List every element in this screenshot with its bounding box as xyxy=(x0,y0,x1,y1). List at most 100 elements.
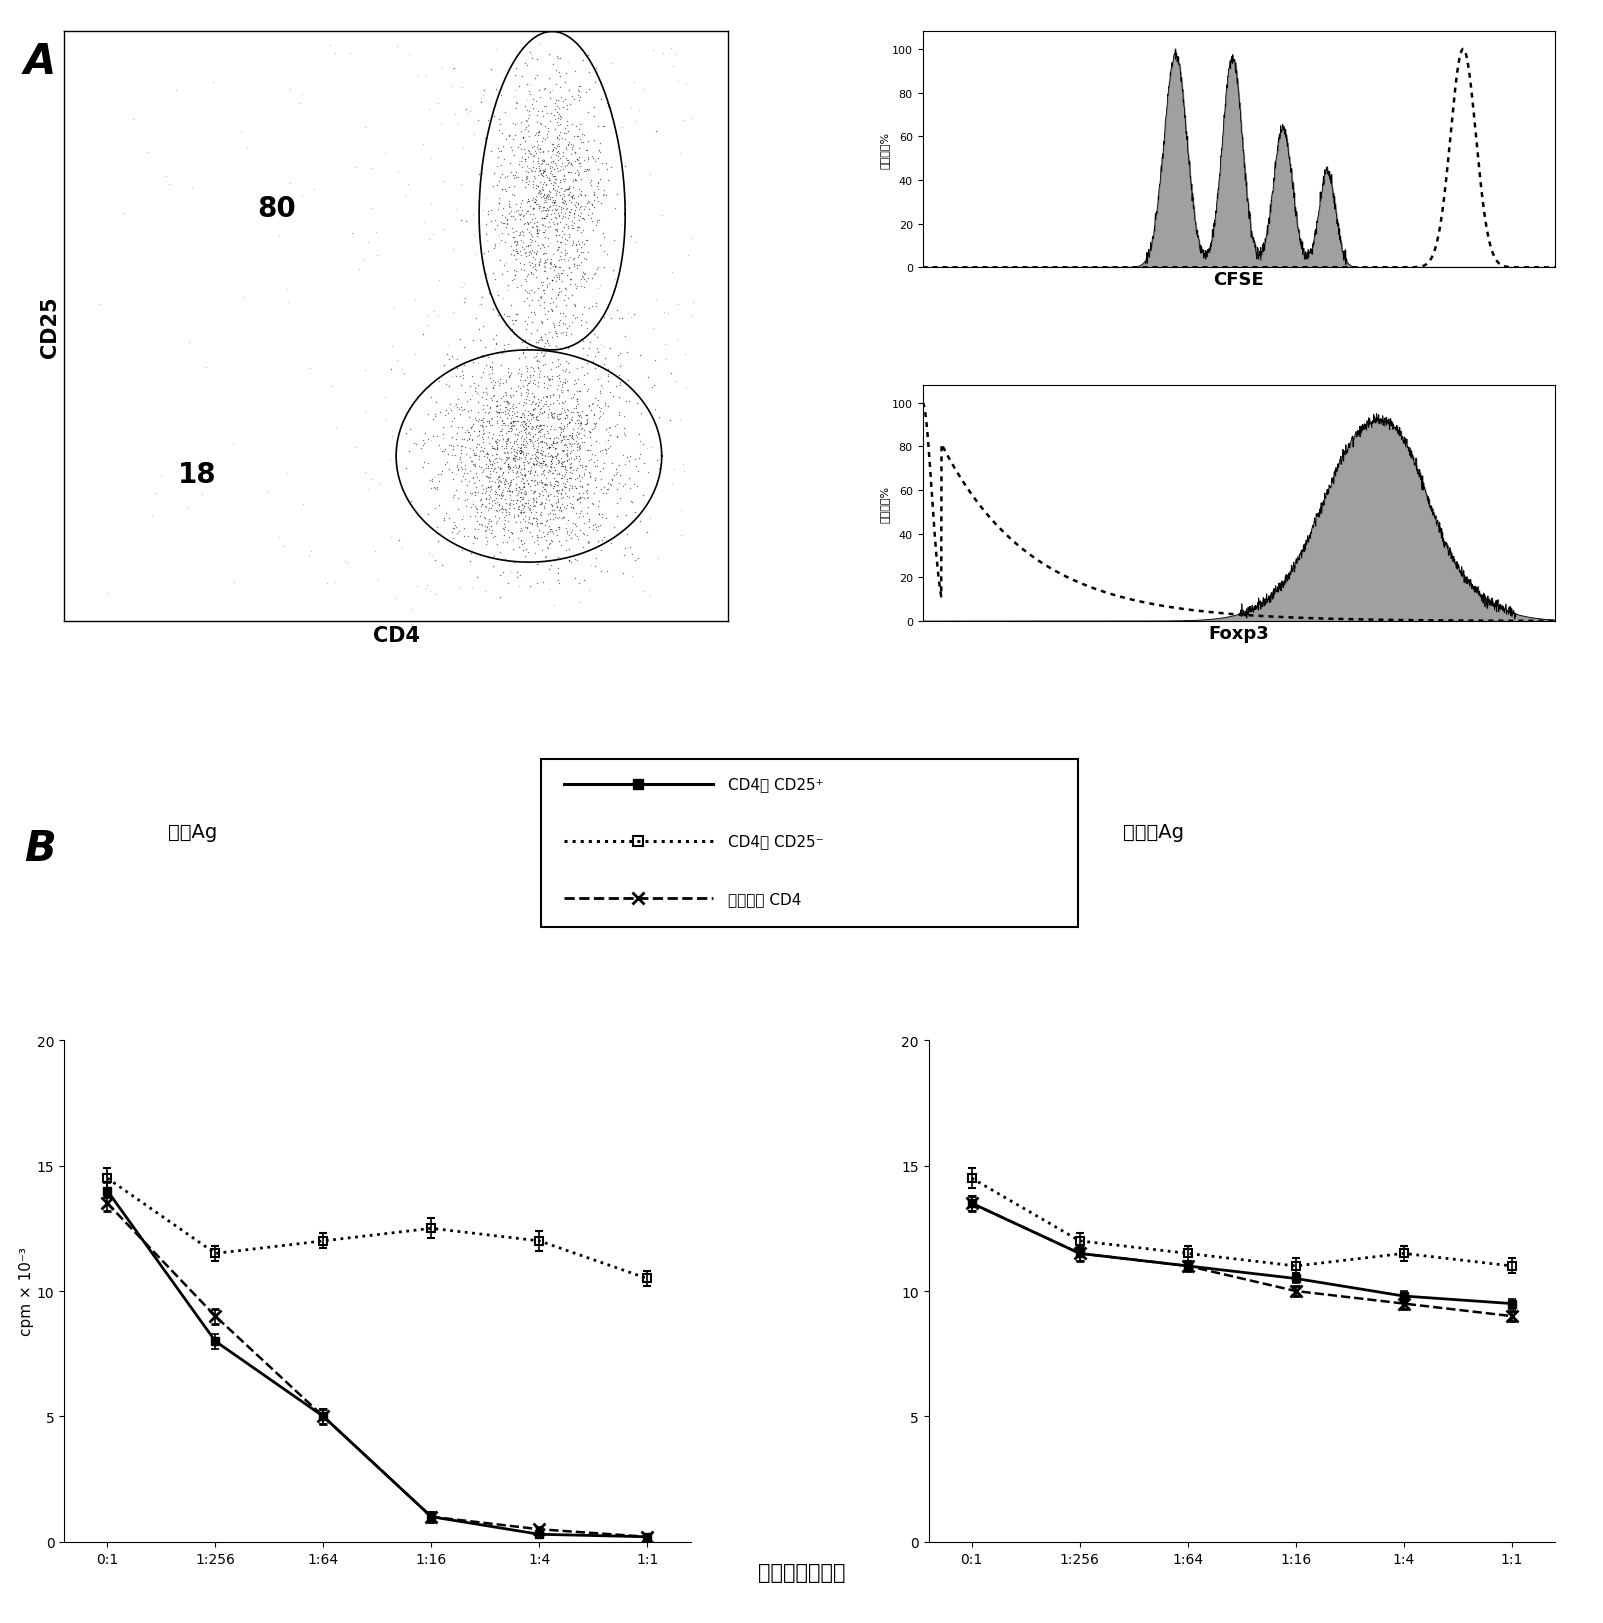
Point xyxy=(566,505,592,531)
Point xyxy=(346,256,372,282)
Point xyxy=(471,355,497,381)
Point xyxy=(507,252,532,278)
Point xyxy=(492,440,518,466)
Point xyxy=(523,441,548,467)
Point xyxy=(500,174,526,200)
Point xyxy=(564,169,590,195)
Point xyxy=(444,514,470,540)
Point xyxy=(582,443,608,469)
Point xyxy=(510,341,535,367)
Point xyxy=(542,472,567,498)
Point xyxy=(556,188,582,214)
Point xyxy=(561,446,587,472)
Point xyxy=(431,169,457,195)
Point xyxy=(592,428,617,454)
Point xyxy=(513,240,539,266)
Point xyxy=(474,529,500,555)
Point xyxy=(529,161,555,187)
Point xyxy=(646,404,672,430)
Point xyxy=(468,438,494,464)
Point xyxy=(492,514,518,540)
Point xyxy=(499,325,524,351)
Point xyxy=(558,446,583,472)
Point xyxy=(492,487,518,513)
Point xyxy=(301,177,327,203)
Point xyxy=(463,407,489,433)
Point xyxy=(531,195,556,221)
Point xyxy=(510,450,535,476)
Point xyxy=(489,177,515,203)
Point xyxy=(471,505,497,531)
Point xyxy=(524,130,550,156)
Point xyxy=(492,516,518,542)
Point xyxy=(566,80,592,105)
Point xyxy=(508,440,534,466)
Point xyxy=(483,492,508,518)
Point xyxy=(470,477,495,503)
Point xyxy=(436,333,462,359)
Point xyxy=(452,419,478,445)
Point xyxy=(507,239,532,265)
Point xyxy=(353,115,378,141)
Point xyxy=(531,170,556,196)
Point xyxy=(450,135,476,161)
Point xyxy=(612,451,638,477)
Point xyxy=(548,187,574,213)
Point xyxy=(622,230,648,256)
Point xyxy=(547,75,572,101)
Point xyxy=(547,224,572,250)
Point xyxy=(620,563,646,589)
Point xyxy=(449,440,474,466)
Point xyxy=(545,201,571,227)
Point xyxy=(462,516,487,542)
Point xyxy=(515,514,540,540)
Point xyxy=(491,372,516,398)
Point xyxy=(539,472,564,498)
Point xyxy=(537,391,563,417)
Point xyxy=(543,493,569,519)
Point xyxy=(532,471,558,497)
Point xyxy=(524,438,550,464)
Point xyxy=(569,219,595,245)
Point xyxy=(531,450,556,476)
Point xyxy=(553,414,579,440)
Point xyxy=(540,151,566,177)
Point xyxy=(616,300,641,326)
Point xyxy=(502,503,527,529)
Point xyxy=(508,380,534,406)
Point xyxy=(507,445,532,471)
Point xyxy=(531,295,556,321)
Point xyxy=(553,193,579,219)
Point xyxy=(527,169,553,195)
Point xyxy=(534,151,559,177)
Point xyxy=(508,375,534,401)
Point xyxy=(672,458,697,484)
Point xyxy=(553,511,579,537)
Point xyxy=(487,469,513,495)
Point xyxy=(431,453,457,479)
Point xyxy=(640,37,665,63)
Point xyxy=(548,240,574,266)
Point xyxy=(608,352,633,378)
Point xyxy=(518,498,543,524)
Point xyxy=(539,448,564,474)
Point xyxy=(351,248,377,274)
Point xyxy=(539,364,564,390)
Point xyxy=(499,411,524,437)
Point xyxy=(495,427,521,453)
Point xyxy=(510,433,535,459)
Point xyxy=(564,420,590,446)
Point xyxy=(542,401,567,427)
Point xyxy=(434,527,460,553)
Point xyxy=(527,502,553,527)
Point xyxy=(585,325,611,351)
Point xyxy=(503,446,529,472)
Point xyxy=(561,123,587,149)
Point xyxy=(515,234,540,260)
Point xyxy=(500,479,526,505)
Point xyxy=(592,114,617,140)
Point xyxy=(553,188,579,214)
Point xyxy=(547,211,572,237)
Point xyxy=(486,492,511,518)
Point xyxy=(497,123,523,149)
